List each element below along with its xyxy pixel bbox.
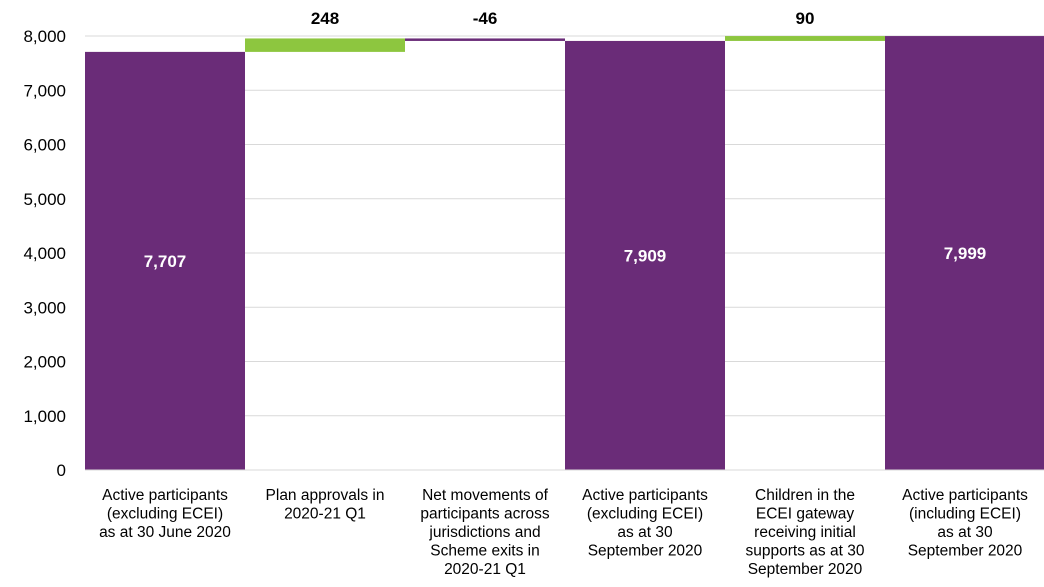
category-label-line: Active participants [582, 487, 708, 504]
y-tick-label: 4,000 [23, 244, 66, 263]
total-bar [885, 36, 1044, 470]
total-bar [565, 40, 725, 471]
category-label-line: as at 30 June 2020 [99, 524, 231, 541]
category-label-line: 2020-21 Q1 [444, 561, 526, 578]
y-tick-label: 1,000 [23, 407, 66, 426]
data-labels: 7,707 248 -46 7,909 90 7,999 [144, 9, 987, 271]
category-labels: Active participants (excluding ECEI) as at… [99, 487, 1028, 578]
category-label-line: Children in the [755, 487, 855, 504]
category-label-line: participants across [420, 506, 549, 523]
data-label: 7,909 [624, 246, 667, 265]
y-axis-tick-labels: 0 1,000 2,000 3,000 4,000 5,000 6,000 7,000 8,00… [23, 27, 66, 480]
category-label-line: Plan approvals in [266, 487, 385, 504]
category-label-line: Scheme exits in [430, 543, 539, 560]
data-label: 248 [311, 9, 339, 28]
category-label-line: supports as at 30 [746, 543, 865, 560]
category-label-line: September 2020 [588, 543, 703, 560]
category-label: Active participants (excluding ECEI) as at… [582, 487, 708, 560]
change-bar [405, 38, 565, 41]
category-label: Active participants (excluding ECEI) as at… [99, 487, 231, 541]
y-tick-label: 0 [57, 461, 66, 480]
bars [85, 36, 1044, 471]
y-tick-label: 6,000 [23, 136, 66, 155]
y-tick-label: 8,000 [23, 27, 66, 46]
category-label-line: ECEI gateway [756, 506, 854, 523]
category-label-line: 2020-21 Q1 [284, 506, 366, 523]
data-label: -46 [473, 9, 498, 28]
category-label-line: (excluding ECEI) [107, 506, 223, 523]
category-label-line: receiving initial [754, 524, 856, 541]
category-label-line: September 2020 [748, 561, 863, 578]
category-label-line: as at 30 [617, 524, 673, 541]
y-tick-label: 3,000 [23, 298, 66, 317]
category-label-line: Active participants [102, 487, 228, 504]
category-label-line: jurisdictions and [428, 524, 540, 541]
category-label: Net movements of participants across juris… [420, 487, 549, 578]
total-bar [85, 51, 245, 470]
data-label: 90 [796, 9, 815, 28]
change-bar [245, 38, 405, 52]
y-tick-label: 7,000 [23, 81, 66, 100]
data-label: 7,999 [944, 244, 987, 263]
category-label-line: as at 30 [937, 524, 993, 541]
category-label-line: September 2020 [908, 543, 1023, 560]
change-bar [725, 36, 885, 41]
y-tick-label: 5,000 [23, 190, 66, 209]
category-label: Active participants (including ECEI) as at… [902, 487, 1028, 560]
category-label-line: Active participants [902, 487, 1028, 504]
category-label: Children in the ECEI gateway receiving ini… [746, 487, 865, 578]
category-label-line: (including ECEI) [909, 506, 1021, 523]
category-label-line: (excluding ECEI) [587, 506, 703, 523]
y-tick-label: 2,000 [23, 353, 66, 372]
category-label: Plan approvals in 2020-21 Q1 [266, 487, 385, 523]
category-label-line: Net movements of [422, 487, 548, 504]
data-label: 7,707 [144, 252, 187, 271]
